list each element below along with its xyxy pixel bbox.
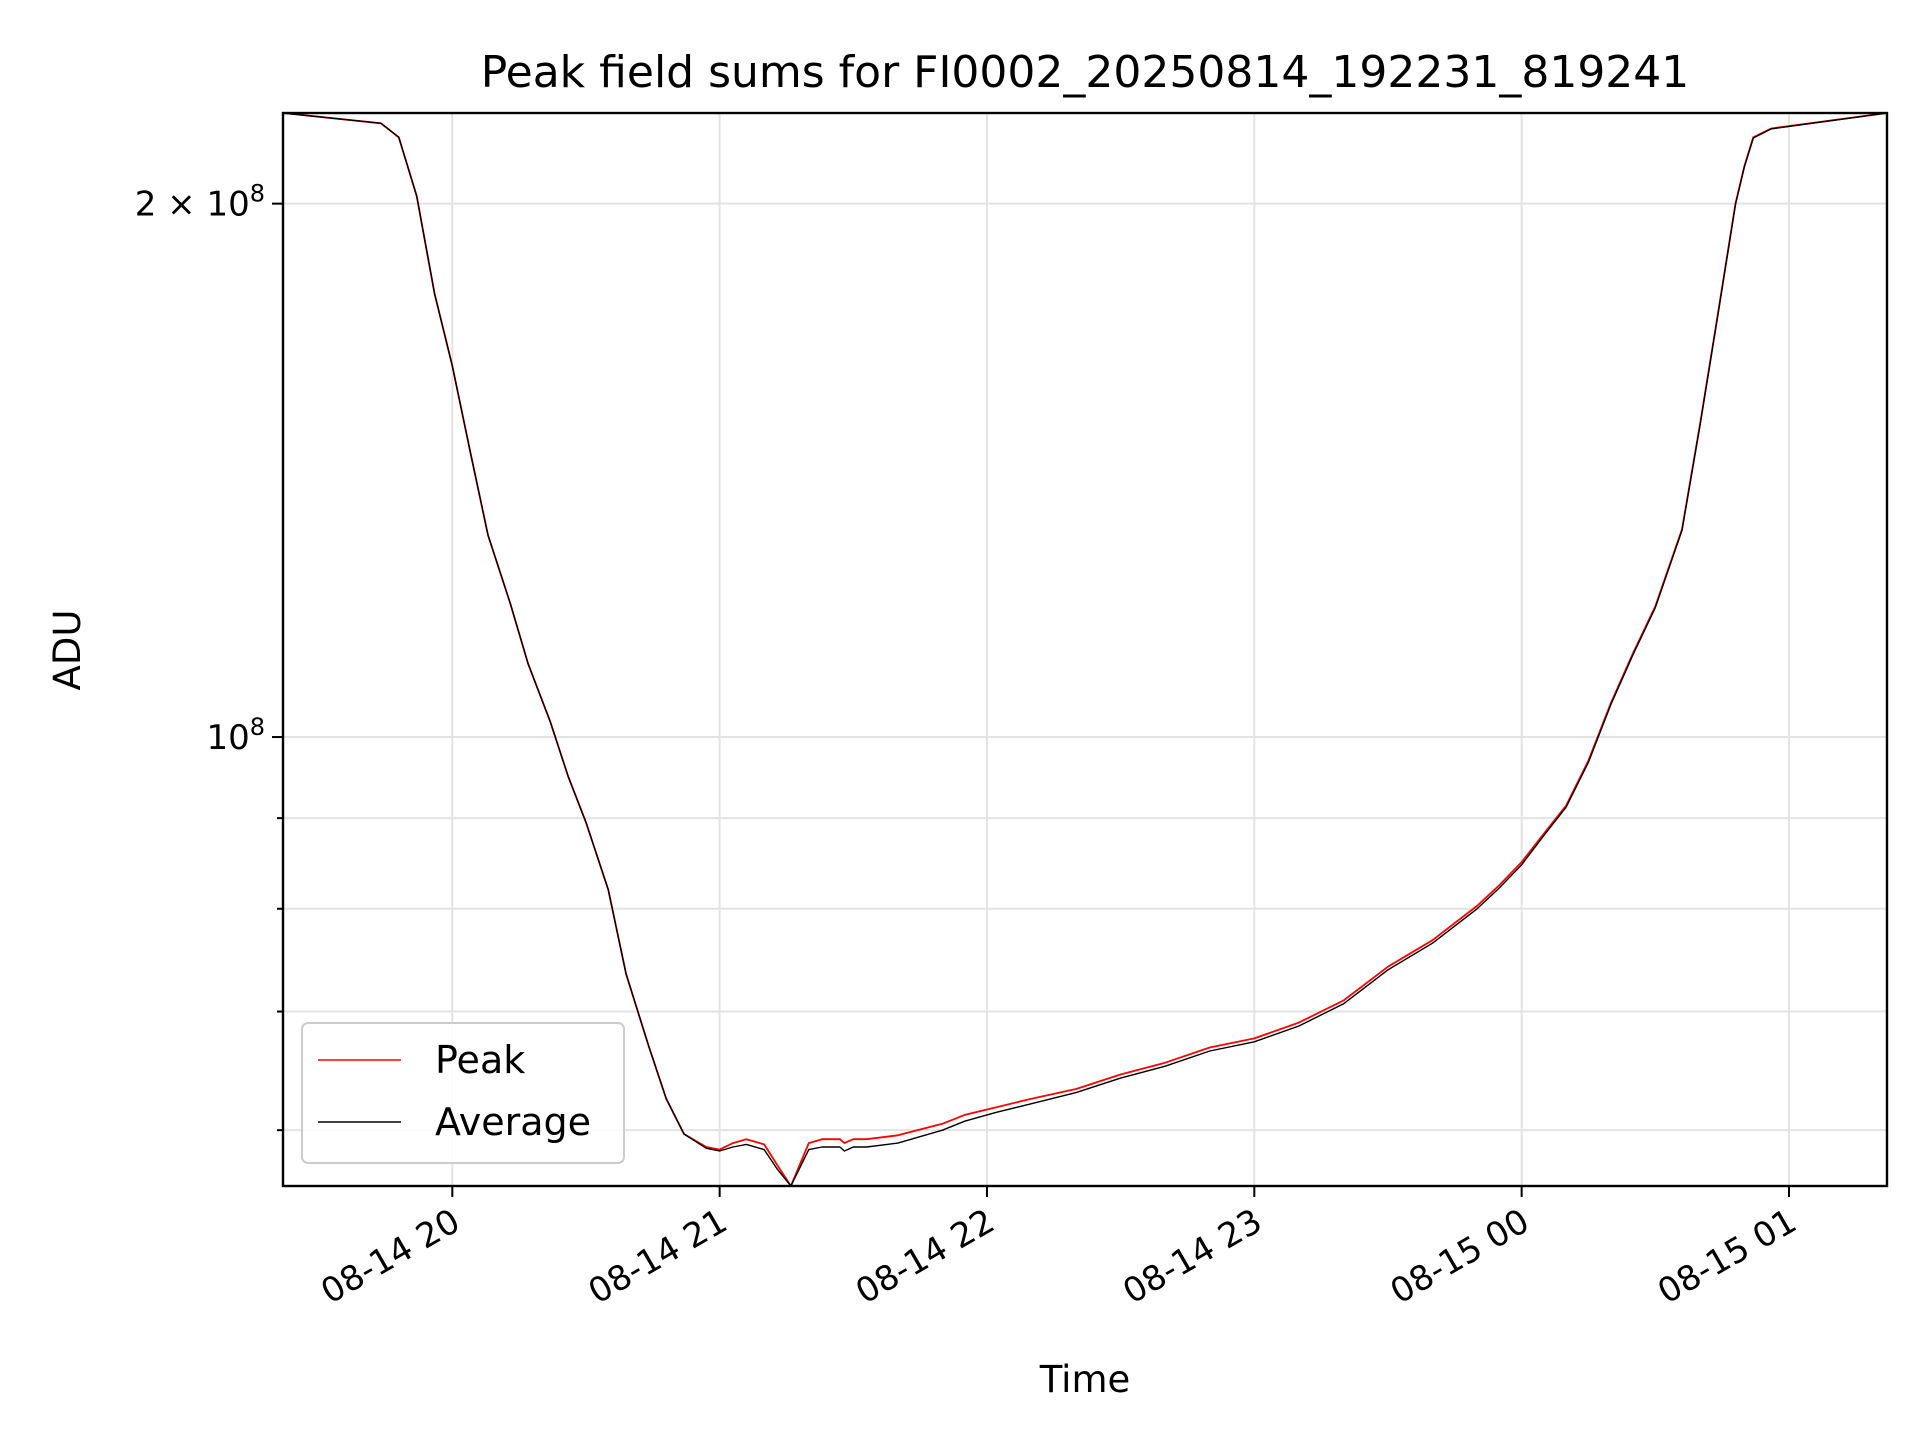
y-axis-label: ADU <box>46 610 89 691</box>
y-tick-mantissa: 2 × <box>135 185 207 225</box>
series-line-average <box>283 113 1887 1186</box>
x-tick-label: 08-14 22 <box>849 1201 1001 1312</box>
x-axis-ticks: 08-14 20 08-14 21 08-14 22 08-14 23 08-15 00… <box>314 1186 1803 1312</box>
y-tick-label: 2 × 108 <box>135 180 265 225</box>
x-tick-label: 08-14 21 <box>582 1201 734 1312</box>
legend: Peak Average <box>301 1022 625 1164</box>
legend-label-average: Average <box>435 1100 591 1144</box>
y-tick-exponent: 8 <box>250 180 265 208</box>
chart-title: Peak field sums for FI0002_20250814_1922… <box>481 47 1690 98</box>
y-tick-exponent: 8 <box>250 713 265 741</box>
grid <box>283 113 1887 1186</box>
y-tick-base: 10 <box>206 718 249 758</box>
legend-label-peak: Peak <box>435 1038 525 1082</box>
plot-frame <box>281 111 1889 1188</box>
x-axis-label: Time <box>1039 1358 1131 1401</box>
x-tick-label: 08-15 00 <box>1384 1201 1536 1312</box>
y-tick-label: 108 <box>206 713 265 758</box>
x-tick-label: 08-15 01 <box>1651 1201 1803 1312</box>
x-tick-label: 08-14 20 <box>314 1201 466 1312</box>
series-layer <box>283 113 1887 1186</box>
y-tick-base: 10 <box>206 185 249 225</box>
x-tick-label: 08-14 23 <box>1116 1201 1268 1312</box>
legend-box <box>301 1022 625 1164</box>
